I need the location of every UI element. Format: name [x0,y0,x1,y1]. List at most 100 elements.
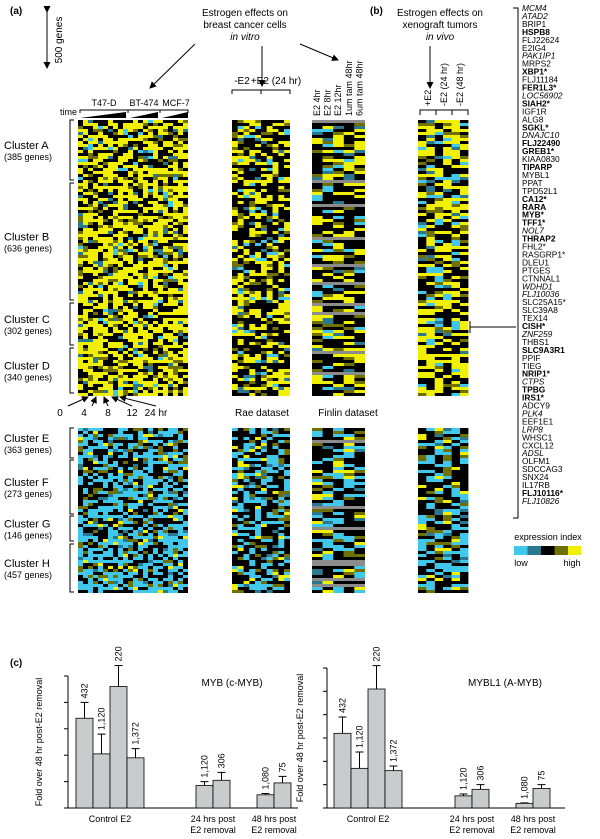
scale-label: 500 genes [54,17,65,64]
heatmap-cell [434,515,444,518]
heatmap-cell [451,372,469,375]
heatmap-cell [232,297,250,300]
heatmap-cell [123,366,138,369]
heatmap-cell [153,243,158,246]
heatmap-cell [278,461,285,464]
heatmap-cell [266,129,279,132]
heatmap-cell [103,443,108,446]
heatmap-cell [163,497,168,500]
heatmap-cell [123,345,128,348]
heatmap-cell [153,132,158,135]
heatmap-cell [83,120,88,123]
heatmap-cell [123,324,128,327]
heatmap-cell [418,521,427,524]
heatmap-cell [93,569,98,572]
heatmap-cell [108,578,123,581]
heatmap-cell [78,479,83,482]
heatmap-cell [178,336,183,339]
heatmap-cell [143,521,148,524]
heatmap-cell [249,231,267,234]
heatmap-cell [312,210,323,213]
heatmap-cell [143,225,163,228]
heatmap-cell [173,387,178,390]
heatmap-cell [88,174,93,177]
heatmap-cell [266,237,273,240]
heatmap-cell [243,470,256,473]
heatmap-cell [255,315,261,318]
heatmap-cell [148,569,153,572]
heatmap-cell [255,464,261,467]
heatmap-cell [118,306,123,309]
heatmap-cell [133,518,143,521]
heatmap-cell [78,339,93,342]
heatmap-cell [354,464,365,467]
heatmap-cell [243,509,250,512]
heatmap-cell [163,189,168,192]
heatmap-cell [272,497,279,500]
heatmap-cell [123,482,128,485]
heatmap-cell [93,207,98,210]
heatmap-cell [103,255,113,258]
column-label: +E2 (24 hr) [251,76,301,87]
heatmap-cell [451,536,460,539]
heatmap-cell [451,473,469,476]
heatmap-cell [128,177,133,180]
heatmap-cell [83,515,88,518]
heatmap-cell [278,174,290,177]
x-category: 24 hrs post [191,814,236,824]
heatmap-cell [434,147,444,150]
heatmap-cell [443,470,452,473]
heatmap-cell [123,354,128,357]
heatmap-cell [123,330,128,333]
heatmap-cell [178,536,183,539]
heatmap-cell [138,587,148,590]
heatmap-cell [284,159,290,162]
heatmap-cell [88,321,98,324]
heatmap-cell [143,428,148,431]
heatmap-cell [312,171,323,174]
heatmap-cell [426,183,435,186]
heatmap-cell [88,129,93,132]
heatmap-cell [232,378,238,381]
heatmap-cell [312,443,323,446]
heatmap-cell [183,270,188,273]
heatmap-cell [418,491,427,494]
heatmap-cell [93,150,113,153]
heatmap-cell [168,464,188,467]
heatmap-cell [93,393,113,396]
heatmap-cell [93,390,103,393]
heatmap-cell [128,393,133,396]
heatmap-cell [173,129,178,132]
heatmap-cell [88,366,93,369]
heatmap-cell [451,494,469,497]
heatmap-cell [272,315,285,318]
heatmap-cell [232,279,244,282]
heatmap-cell [118,381,123,384]
heatmap-cell [143,384,153,387]
heatmap-cell [255,324,261,327]
heatmap-cell [333,494,344,497]
heatmap-cell [451,162,460,165]
heatmap-cell [272,530,279,533]
heatmap-cell [158,381,168,384]
heatmap-cell [312,452,344,455]
heatmap-cell [123,506,128,509]
heatmap-cell [153,470,163,473]
heatmap-cell [113,267,118,270]
heatmap-cell [123,252,128,255]
heatmap-cell [237,387,244,390]
heatmap-cell [284,512,290,515]
heatmap-cell [168,488,173,491]
heatmap-cell [451,375,460,378]
heatmap-cell [243,207,250,210]
heatmap-cell [133,183,138,186]
heatmap-cell [133,384,143,387]
heatmap-cell [98,578,103,581]
heatmap-cell [261,123,273,126]
heatmap-cell [88,159,93,162]
heatmap-cell [108,351,118,354]
heatmap-cell [118,123,123,126]
heatmap-cell [418,147,427,150]
heatmap-cell [83,542,88,545]
heatmap-cell [232,387,238,390]
